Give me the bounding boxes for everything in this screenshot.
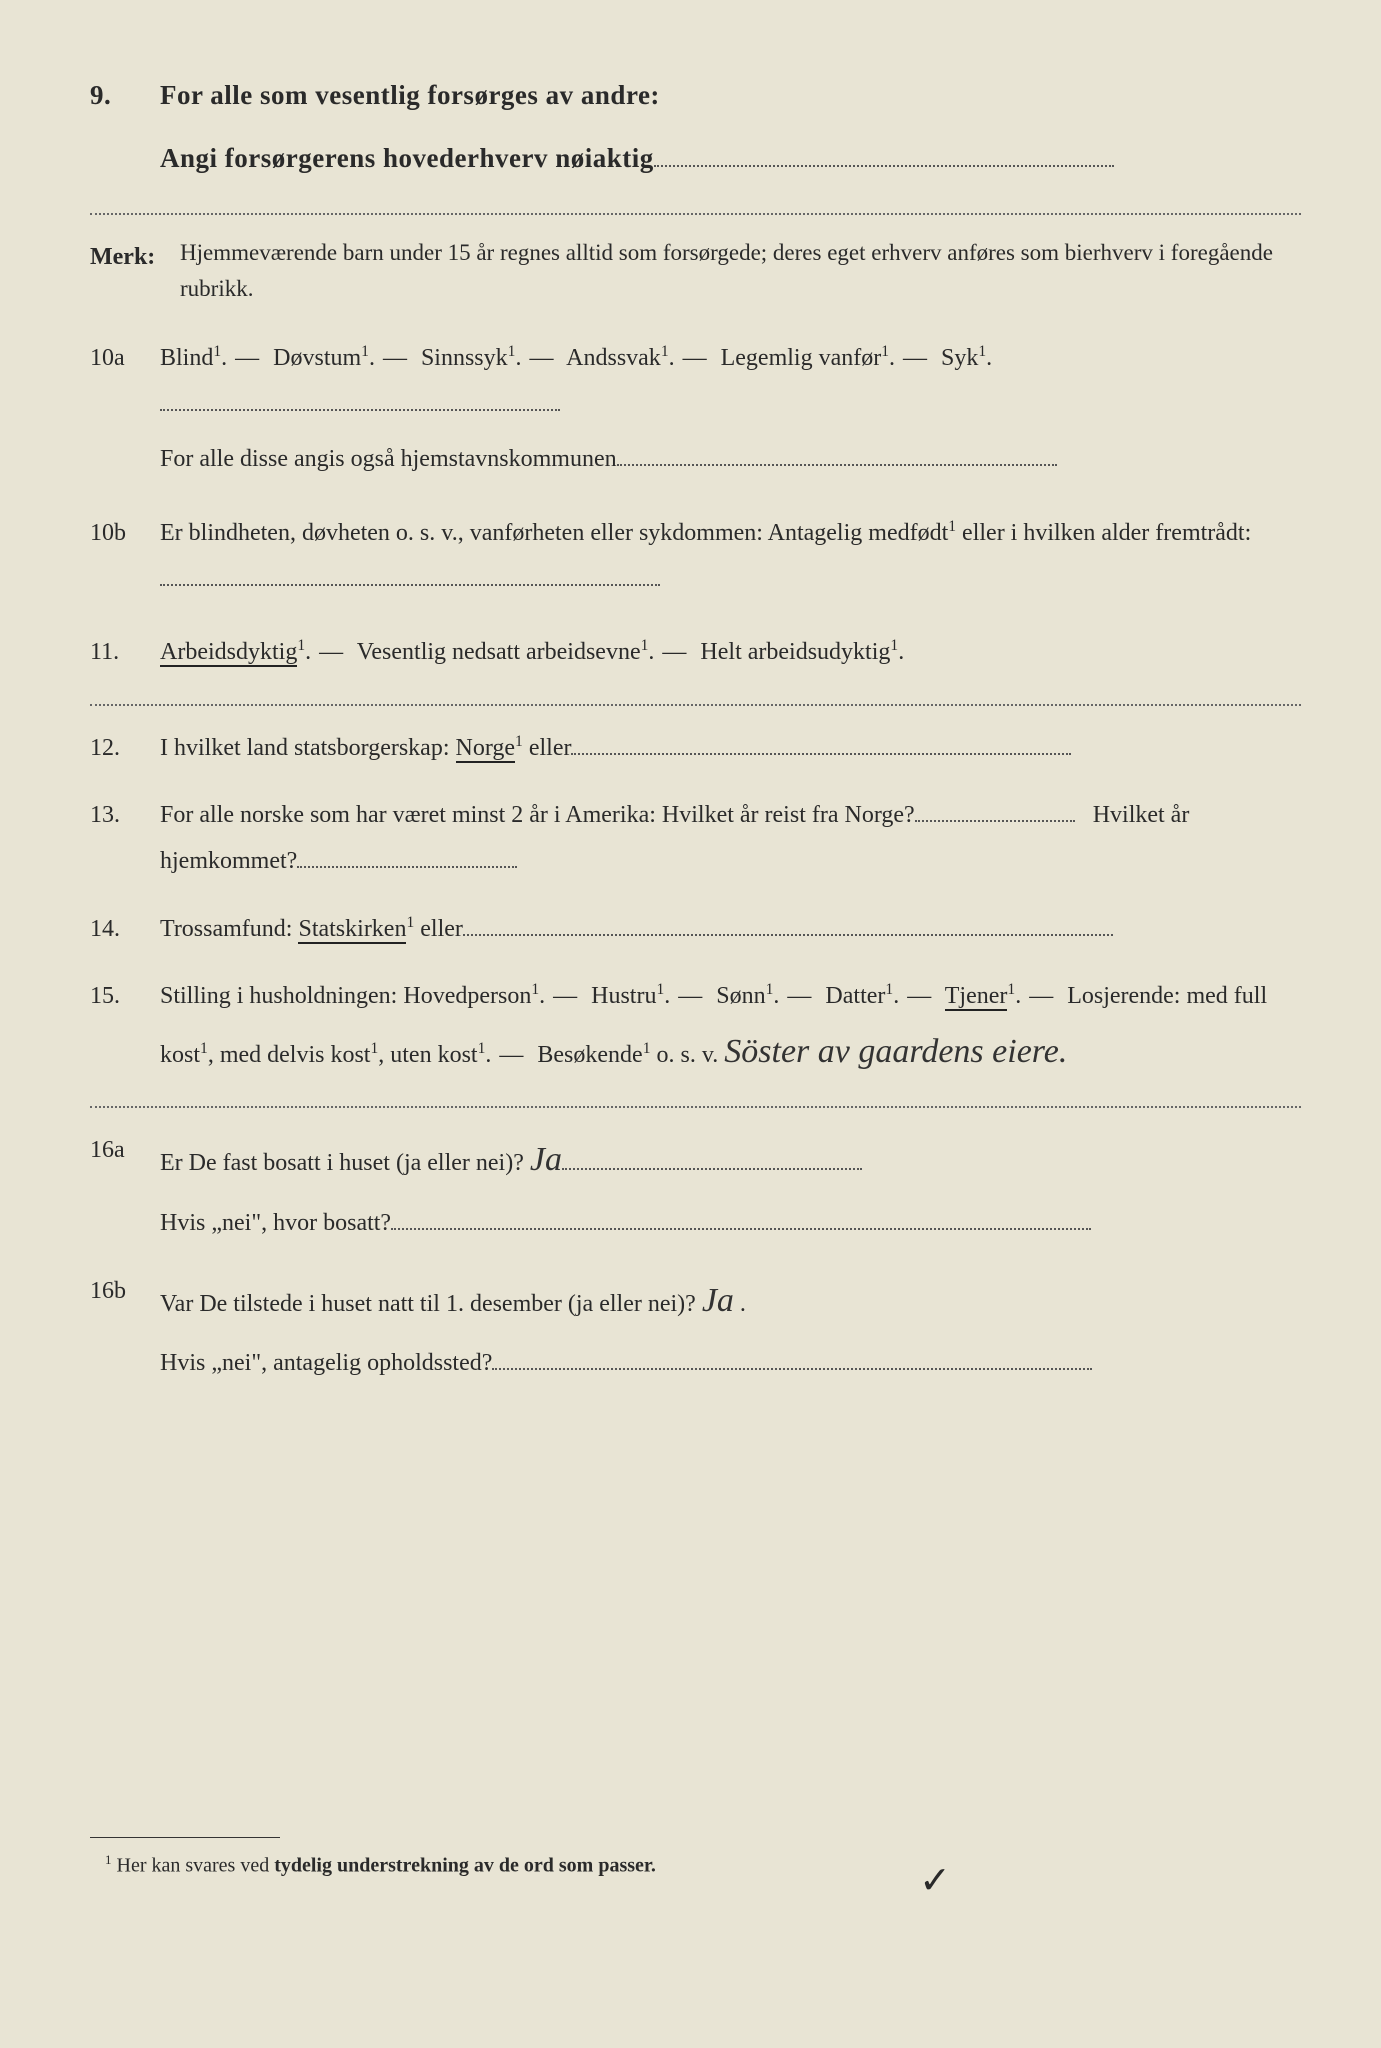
opt-udyktig: Helt arbeidsudyktig xyxy=(700,639,890,665)
q16a-number: 16a xyxy=(90,1128,160,1246)
blank-line xyxy=(297,844,517,868)
divider xyxy=(90,213,1301,215)
q10a-number: 10a xyxy=(90,336,160,483)
q9-line1: For alle som vesentlig forsørges av andr… xyxy=(160,70,1301,121)
q12-number: 12. xyxy=(90,726,160,772)
blank-line xyxy=(617,442,1057,466)
blank-line xyxy=(391,1206,1091,1230)
opt-syk: Syk xyxy=(941,345,978,371)
divider xyxy=(90,1106,1301,1108)
question-9: 9. For alle som vesentlig forsørges av a… xyxy=(90,70,1301,185)
opt-sonn: Sønn xyxy=(716,983,765,1009)
q15-pre: Stilling i husholdningen: xyxy=(160,983,403,1009)
footnote-text: Her kan svares ved xyxy=(117,1855,275,1877)
q14-eller: eller xyxy=(420,916,463,942)
footnote: 1 Her kan svares ved tydelig understrekn… xyxy=(90,1852,656,1878)
opt-datter: Datter xyxy=(825,983,885,1009)
q16b-answer: Ja xyxy=(702,1282,734,1319)
q9-line2: Angi forsørgerens hovederhverv nøiaktig xyxy=(160,143,654,173)
question-10a: 10a Blind1.— Døvstum1.— Sinnssyk1.— Ands… xyxy=(90,336,1301,483)
q16b-sub: Hvis „nei", antagelig opholdssted? xyxy=(160,1350,492,1376)
opt-tjener: Tjener xyxy=(945,983,1008,1011)
q11-number: 11. xyxy=(90,630,160,676)
question-14: 14. Trossamfund: Statskirken1 eller xyxy=(90,907,1301,953)
opt-utenkost: uten kost xyxy=(390,1042,477,1068)
q13-number: 13. xyxy=(90,793,160,884)
question-13: 13. For alle norske som har været minst … xyxy=(90,793,1301,884)
q12-text: I hvilket land statsborgerskap: xyxy=(160,735,456,761)
blank-line xyxy=(492,1346,1092,1370)
merk-note: Merk: Hjemmeværende barn under 15 år reg… xyxy=(90,235,1301,309)
blank-line xyxy=(160,387,560,411)
q14-number: 14. xyxy=(90,907,160,953)
q16b-question: Var De tilstede i huset natt til 1. dese… xyxy=(160,1291,696,1317)
opt-dovstum: Døvstum xyxy=(273,345,361,371)
q16a-question: Er De fast bosatt i huset (ja eller nei)… xyxy=(160,1150,524,1176)
q10a-hjemstavn: For alle disse angis også hjemstavnskomm… xyxy=(160,446,617,472)
opt-nedsatt: Vesentlig nedsatt arbeidsevne xyxy=(357,639,641,665)
question-11: 11. Arbeidsdyktig1.— Vesentlig nedsatt a… xyxy=(90,630,1301,676)
question-12: 12. I hvilket land statsborgerskap: Norg… xyxy=(90,726,1301,772)
q15-osv: o. s. v. xyxy=(651,1042,719,1068)
q15-number: 15. xyxy=(90,974,160,1084)
blank-line xyxy=(915,798,1075,822)
q9-number: 9. xyxy=(90,70,160,185)
q10b-pre: Er blindheten, døvheten o. s. v., vanfør… xyxy=(160,520,948,546)
opt-blind: Blind xyxy=(160,345,213,371)
q15-besokende: Besøkende xyxy=(537,1042,642,1068)
question-10b: 10b Er blindheten, døvheten o. s. v., va… xyxy=(90,511,1301,602)
opt-statskirken: Statskirken xyxy=(298,916,406,944)
q13-text: For alle norske som har været minst 2 år… xyxy=(160,802,915,828)
opt-hovedperson: Hovedperson xyxy=(403,983,531,1009)
opt-delviskost: med delvis kost xyxy=(220,1042,371,1068)
merk-label: Merk: xyxy=(90,235,180,309)
question-16a: 16a Er De fast bosatt i huset (ja eller … xyxy=(90,1128,1301,1246)
question-15: 15. Stilling i husholdningen: Hovedperso… xyxy=(90,974,1301,1084)
q14-text: Trossamfund: xyxy=(160,916,298,942)
checkmark-icon: ✓ xyxy=(919,1858,951,1903)
opt-norge: Norge xyxy=(456,735,516,763)
q16a-sub: Hvis „nei", hvor bosatt? xyxy=(160,1210,391,1236)
merk-text: Hjemmeværende barn under 15 år regnes al… xyxy=(180,235,1301,309)
q10b-number: 10b xyxy=(90,511,160,602)
q16b-number: 16b xyxy=(90,1269,160,1387)
footnote-num: 1 xyxy=(105,1852,112,1867)
blank-line xyxy=(160,562,660,586)
q10b-post: eller i hvilken alder fremtrådt: xyxy=(956,520,1251,546)
q15-handwritten: Söster av gaardens eiere. xyxy=(724,1033,1067,1070)
blank-line xyxy=(654,140,1114,167)
opt-sinnssyk: Sinnssyk xyxy=(421,345,508,371)
opt-andssvak: Andssvak xyxy=(566,345,661,371)
q16a-answer: Ja xyxy=(530,1141,562,1178)
opt-legemlig: Legemlig vanfør xyxy=(721,345,882,371)
divider xyxy=(90,704,1301,706)
footnote-rule xyxy=(90,1837,280,1838)
q15-losjerende: Losjerende: xyxy=(1067,983,1186,1009)
blank-line xyxy=(562,1146,862,1170)
q12-eller: eller xyxy=(529,735,572,761)
blank-line xyxy=(571,731,1071,755)
footnote-bold: tydelig understrekning av de ord som pas… xyxy=(274,1855,656,1877)
opt-hustru: Hustru xyxy=(591,983,656,1009)
blank-line xyxy=(463,912,1113,936)
opt-arbeidsdyktig: Arbeidsdyktig xyxy=(160,639,297,667)
question-16b: 16b Var De tilstede i huset natt til 1. … xyxy=(90,1269,1301,1387)
